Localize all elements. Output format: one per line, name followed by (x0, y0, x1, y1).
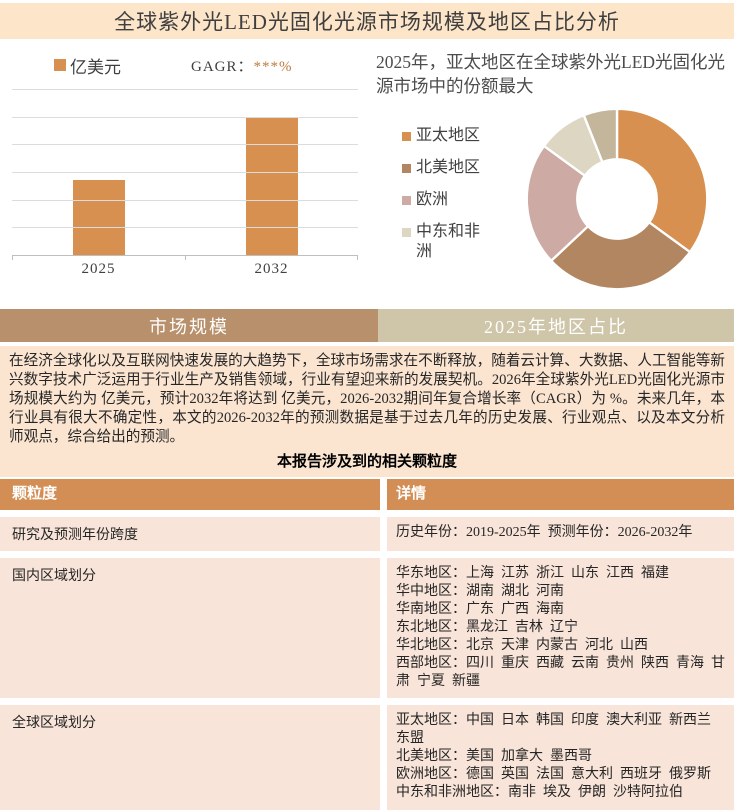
gridline (12, 144, 358, 146)
granularity-table: 颗粒度 详情 研究及预测年份跨度 历史年份：2019-2025年 预测年份：20… (0, 479, 734, 810)
table-row-domestic-regions: 国内区域划分 华东地区：上海 江苏 浙江 山东 江西 福建 华中地区：湖南 湖北… (0, 558, 734, 698)
region-share-donut-panel: 2025年，亚太地区在全球紫外光LED光固化光源市场中的份额最大 亚太地区 北美… (370, 47, 734, 307)
legend-swatch-icon (402, 196, 411, 206)
cagr-text: GAGR：***% (191, 55, 293, 76)
row-details: 亚太地区：中国 日本 韩国 印度 澳大利亚 新西兰 东盟 北美地区：美国 加拿大… (387, 705, 734, 810)
x-label-2025: 2025 (81, 261, 116, 277)
axis-tick (357, 255, 358, 260)
donut-chart-title: 2025年，亚太地区在全球紫外光LED光固化光源市场中的份额最大 (376, 52, 726, 96)
donut-legend: 亚太地区 北美地区 欧洲 中东和非洲 (376, 126, 504, 299)
bar-plot (12, 89, 358, 260)
legend-item-north-america: 北美地区 (402, 158, 504, 178)
gridline (12, 172, 358, 173)
donut-slice-欧洲 (525, 145, 590, 263)
summary-block: 在经济全球化以及互联网快速发展的大趋势下，全球市场需求在不断释放，随着云计算、大… (0, 346, 734, 477)
gridline (12, 116, 358, 118)
charts-section: 亿美元 GAGR：***% 2025 2032 2025年，亚太地区在全球紫外光… (0, 39, 734, 307)
row-details: 华东地区：上海 江苏 浙江 山东 江西 福建 华中地区：湖南 湖北 河南 华南地… (387, 558, 734, 698)
gridline (12, 227, 358, 229)
market-size-bar-chart: 亿美元 GAGR：***% 2025 2032 (0, 47, 370, 307)
gridline (12, 255, 358, 256)
axis-tick (12, 255, 13, 260)
tab-region-share[interactable]: 2025年地区占比 (378, 309, 734, 342)
bar-2032 (245, 117, 298, 255)
legend-item-europe: 欧洲 (402, 190, 504, 210)
donut-slice-北美地区 (550, 221, 692, 291)
unit-legend-swatch-icon (54, 59, 66, 71)
cagr-label: GAGR： (191, 58, 254, 75)
table-row-global-regions: 全球区域划分 亚太地区：中国 日本 韩国 印度 澳大利亚 新西兰 东盟 北美地区… (0, 705, 734, 810)
section-tabs: 市场规模 2025年地区占比 (0, 309, 734, 342)
table-header-row: 颗粒度 详情 (0, 479, 734, 510)
page-title-bar: 全球紫外光LED光固化光源市场规模及地区占比分析 (0, 3, 734, 39)
col-header-details: 详情 (387, 479, 734, 510)
donut-chart-area (522, 104, 712, 299)
legend-swatch-icon (402, 164, 411, 174)
row-details: 历史年份：2019-2025年 预测年份：2026-2032年 (387, 517, 734, 551)
col-header-granularity: 颗粒度 (0, 479, 380, 510)
legend-item-mea: 中东和非洲 (402, 222, 504, 262)
axis-tick (185, 255, 186, 260)
legend-swatch-icon (402, 132, 411, 142)
bar-2025 (72, 180, 125, 255)
donut-slice-亚太地区 (615, 107, 709, 254)
bar-chart-legend: 亿美元 GAGR：***% (54, 53, 370, 77)
row-label: 全球区域划分 (0, 705, 380, 810)
page-title: 全球紫外光LED光固化光源市场规模及地区占比分析 (114, 10, 620, 34)
gridline (12, 199, 358, 201)
row-label: 研究及预测年份跨度 (0, 517, 380, 551)
legend-item-apac: 亚太地区 (402, 126, 504, 146)
unit-legend-label: 亿美元 (70, 57, 121, 77)
table-row-years: 研究及预测年份跨度 历史年份：2019-2025年 预测年份：2026-2032… (0, 517, 734, 551)
summary-paragraph: 在经济全球化以及互联网快速发展的大趋势下，全球市场需求在不断释放，随着云计算、大… (9, 353, 725, 445)
gridline (12, 89, 358, 90)
row-label: 国内区域划分 (0, 558, 380, 698)
granularity-table-caption: 本报告涉及到的相关颗粒度 (276, 454, 457, 470)
tab-market-size[interactable]: 市场规模 (0, 309, 378, 342)
donut-chart (525, 107, 709, 291)
x-label-2032: 2032 (254, 261, 289, 277)
legend-swatch-icon (402, 228, 411, 238)
cagr-value: ***% (253, 58, 293, 75)
donut-slice-unlabeled (582, 107, 619, 164)
bar-x-axis-labels: 2025 2032 (12, 261, 358, 278)
